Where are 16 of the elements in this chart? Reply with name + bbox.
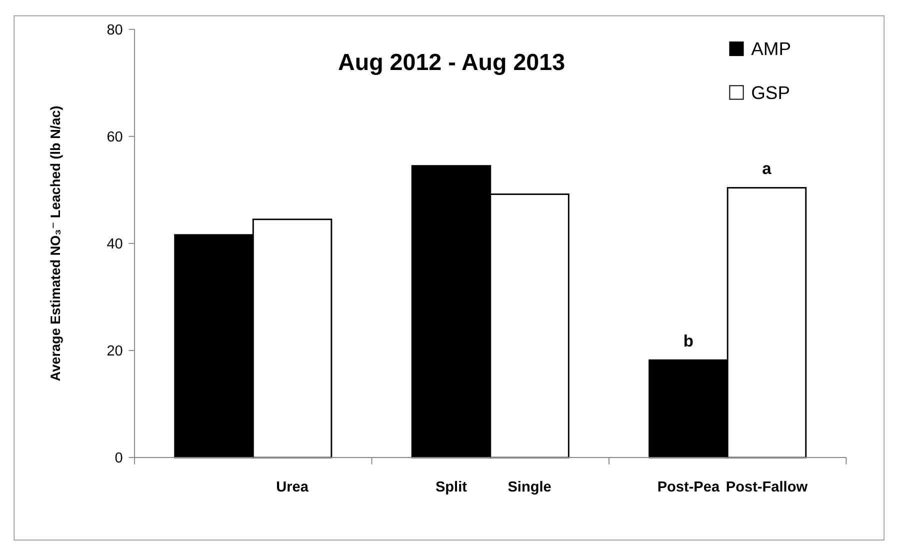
y-tick-label: 0 (114, 450, 123, 467)
annotation: a (762, 160, 772, 178)
y-tick-label: 80 (106, 22, 123, 38)
x-tick-label: Post-Fallow (726, 480, 808, 496)
x-tick-label: Urea (276, 480, 310, 496)
x-tick-label: Post-Pea (657, 480, 720, 496)
legend-label: AMP (751, 38, 792, 60)
x-tick-label: Split (435, 480, 468, 496)
y-tick-label: 20 (106, 344, 123, 360)
y-axis-title: Average Estimated NO₃⁻ Leached (lb N/ac) (48, 106, 63, 382)
legend-label: GSP (751, 82, 790, 103)
text: Aug 2012 - Aug 2013 (338, 49, 566, 76)
annotation: b (683, 332, 694, 351)
x-tick-label: Single (508, 480, 552, 496)
y-tick-label: 40 (106, 236, 123, 253)
y-tick-label: 60 (106, 130, 123, 146)
